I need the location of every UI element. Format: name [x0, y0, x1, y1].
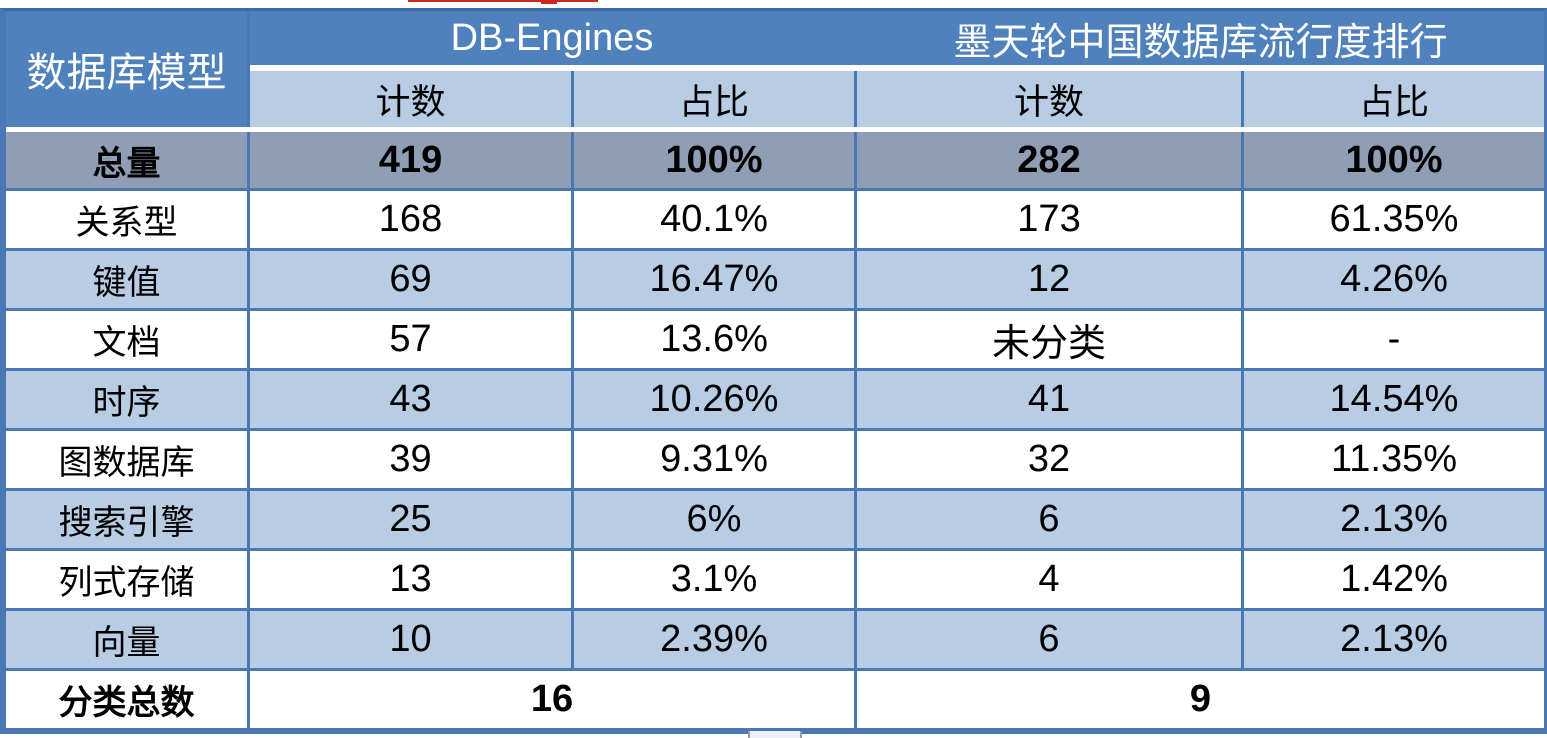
- value-cell: 168: [250, 191, 571, 248]
- value-cell: 2.39%: [574, 611, 854, 668]
- row-label-cell: 列式存储: [6, 551, 247, 608]
- value-cell: 4: [857, 551, 1241, 608]
- value-cell: 61.35%: [1244, 191, 1544, 248]
- table-row: 向量 10 2.39% 6 2.13%: [6, 608, 1544, 668]
- value-cell: 4.26%: [1244, 251, 1544, 308]
- row-label-cell: 搜索引擎: [6, 491, 247, 548]
- value-cell: 2.13%: [1244, 611, 1544, 668]
- value-cell: 282: [857, 132, 1241, 188]
- value-cell: 69: [250, 251, 571, 308]
- row-label-cell: 分类总数: [6, 671, 247, 728]
- value-cell: 39: [250, 431, 571, 488]
- value-cell: -: [1244, 311, 1544, 368]
- merged-value-cell-motianlun: 9: [857, 671, 1544, 728]
- value-cell: 32: [857, 431, 1241, 488]
- value-cell: 10: [250, 611, 571, 668]
- value-cell: 6: [857, 491, 1241, 548]
- value-cell: 6%: [574, 491, 854, 548]
- row-label-cell: 向量: [6, 611, 247, 668]
- value-cell: 6: [857, 611, 1241, 668]
- red-annotation-fragment: [541, 0, 557, 4]
- value-cell: 100%: [574, 132, 854, 188]
- database-model-comparison-table: 数据库模型 DB-Engines 墨天轮中国数据库流行度排行 计数 占比 计数 …: [0, 8, 1547, 734]
- value-cell: 57: [250, 311, 571, 368]
- value-cell: 41: [857, 371, 1241, 428]
- table-row: 搜索引擎 25 6% 6 2.13%: [6, 488, 1544, 548]
- value-cell: 9.31%: [574, 431, 854, 488]
- table-row: 文档 57 13.6% 未分类 -: [6, 308, 1544, 368]
- group-header-db-engines: DB-Engines: [450, 16, 654, 59]
- subheader-row: 计数 占比 计数 占比: [250, 71, 1544, 127]
- value-cell: 2.13%: [1244, 491, 1544, 548]
- scrollbar-fragment[interactable]: [748, 731, 802, 738]
- subheader-count-db-engines: 计数: [250, 71, 571, 127]
- table-row: 列式存储 13 3.1% 4 1.42%: [6, 548, 1544, 608]
- value-cell: 未分类: [857, 311, 1241, 368]
- table-row: 键值 69 16.47% 12 4.26%: [6, 248, 1544, 308]
- header-body-divider: [6, 127, 1544, 132]
- value-cell: 16.47%: [574, 251, 854, 308]
- value-cell: 100%: [1244, 132, 1544, 188]
- header-block: 数据库模型 DB-Engines 墨天轮中国数据库流行度排行 计数 占比 计数 …: [6, 11, 1544, 127]
- row-label-cell: 文档: [6, 311, 247, 368]
- table-row: 图数据库 39 9.31% 32 11.35%: [6, 428, 1544, 488]
- total-row: 总量 419 100% 282 100%: [6, 132, 1544, 188]
- value-cell: 173: [857, 191, 1241, 248]
- subheader-count-motianlun: 计数: [857, 71, 1241, 127]
- row-label-cell: 图数据库: [6, 431, 247, 488]
- header-right-section: DB-Engines 墨天轮中国数据库流行度排行 计数 占比 计数 占比: [250, 11, 1544, 127]
- header-divider: [250, 65, 1544, 71]
- group-header-row: DB-Engines 墨天轮中国数据库流行度排行: [250, 11, 1544, 65]
- corner-header-cell: 数据库模型: [6, 11, 247, 127]
- table-row: 关系型 168 40.1% 173 61.35%: [6, 188, 1544, 248]
- value-cell: 10.26%: [574, 371, 854, 428]
- value-cell: 25: [250, 491, 571, 548]
- row-label-cell: 时序: [6, 371, 247, 428]
- value-cell: 14.54%: [1244, 371, 1544, 428]
- subheader-share-motianlun: 占比: [1244, 71, 1544, 127]
- value-cell: 3.1%: [574, 551, 854, 608]
- value-cell: 13.6%: [574, 311, 854, 368]
- subheader-share-db-engines: 占比: [574, 71, 854, 127]
- value-cell: 13: [250, 551, 571, 608]
- row-label-cell: 总量: [6, 132, 247, 188]
- value-cell: 40.1%: [574, 191, 854, 248]
- row-label-cell: 键值: [6, 251, 247, 308]
- corner-header-label: 数据库模型: [26, 50, 227, 95]
- value-cell: 419: [250, 132, 571, 188]
- table-row: 时序 43 10.26% 41 14.54%: [6, 368, 1544, 428]
- merged-value-cell-db-engines: 16: [250, 671, 854, 728]
- red-annotation-fragment: [408, 0, 598, 2]
- category-total-row: 分类总数 16 9: [6, 668, 1544, 728]
- row-label-cell: 关系型: [6, 191, 247, 248]
- value-cell: 12: [857, 251, 1241, 308]
- value-cell: 11.35%: [1244, 431, 1544, 488]
- group-header-motianlun: 墨天轮中国数据库流行度排行: [953, 21, 1448, 64]
- value-cell: 1.42%: [1244, 551, 1544, 608]
- value-cell: 43: [250, 371, 571, 428]
